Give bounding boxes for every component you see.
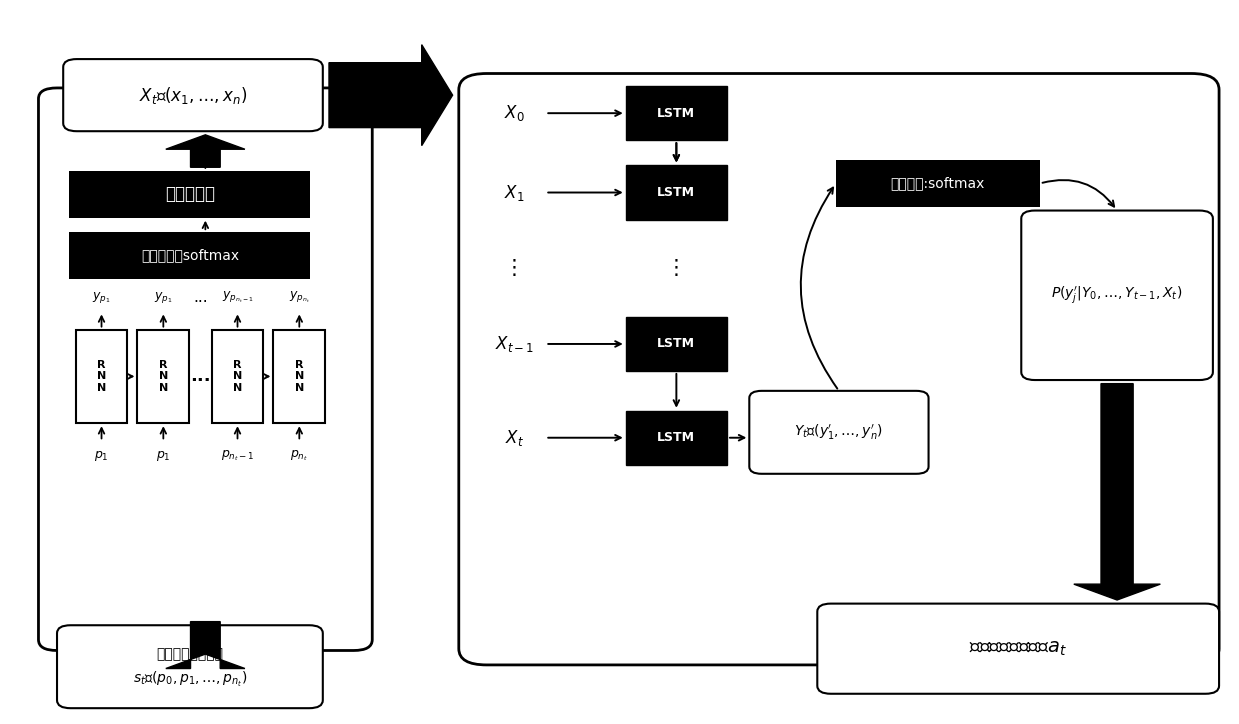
Text: $y_{p_1}$: $y_{p_1}$ [92,290,110,305]
Text: $X_1$: $X_1$ [504,182,524,203]
Text: ...: ... [190,367,211,385]
Text: $y_{p_{n_t-1}}$: $y_{p_{n_t-1}}$ [222,290,254,305]
Text: R
N
N: R N N [159,360,169,393]
Text: LSTM: LSTM [658,432,695,445]
Text: $p_1$: $p_1$ [156,449,171,463]
Bar [836,160,1040,207]
Text: $X_t$: $X_t$ [506,428,524,447]
FancyBboxPatch shape [63,59,323,131]
Text: $p_{n_t-1}$: $p_{n_t-1}$ [221,448,254,463]
Text: 最终网络输出行为$a_t$: 最终网络输出行为$a_t$ [969,639,1067,658]
Polygon shape [1074,384,1161,600]
Bar [212,329,264,424]
Bar [69,171,311,218]
Text: ⋮: ⋮ [504,258,525,278]
FancyBboxPatch shape [57,626,323,708]
Bar [626,317,727,371]
Text: LSTM: LSTM [658,106,695,119]
Text: $y_{p_1}$: $y_{p_1}$ [154,290,172,305]
Polygon shape [166,135,245,167]
Bar [274,329,326,424]
FancyBboxPatch shape [38,88,372,650]
Text: R
N
N: R N N [97,360,107,393]
FancyBboxPatch shape [818,604,1219,694]
Bar [626,166,727,219]
Text: 激活函数：softmax: 激活函数：softmax [141,248,239,263]
FancyBboxPatch shape [458,74,1219,665]
Text: 输入状态当前时刻: 输入状态当前时刻 [156,647,223,661]
Text: LSTM: LSTM [658,186,695,199]
Text: $X_{t-1}$: $X_{t-1}$ [494,334,534,354]
Text: $y_{p_{n_t}}$: $y_{p_{n_t}}$ [289,290,310,305]
Bar [626,86,727,140]
Text: 激活函数:softmax: 激活函数:softmax [891,177,985,190]
Polygon shape [330,45,452,146]
Text: 依概率选择: 依概率选择 [165,185,214,203]
Bar [626,411,727,465]
FancyBboxPatch shape [750,391,928,473]
Bar [138,329,190,424]
Text: $X_t$：$(x_1,\ldots,x_n)$: $X_t$：$(x_1,\ldots,x_n)$ [139,85,247,106]
FancyBboxPatch shape [1021,211,1213,380]
Text: R
N
N: R N N [233,360,242,393]
Text: $p_1$: $p_1$ [94,449,109,463]
Text: $X_0$: $X_0$ [504,104,525,123]
Text: $s_t$：$(p_0, p_1,\ldots, p_{n_t})$: $s_t$：$(p_0, p_1,\ldots, p_{n_t})$ [133,670,247,689]
Text: $p_{n_t}$: $p_{n_t}$ [290,448,309,463]
Polygon shape [166,622,245,668]
Text: $Y_t$：$(y_1',\ldots,y_n')$: $Y_t$：$(y_1',\ldots,y_n')$ [794,423,883,442]
Text: $P(y_j'|Y_0,\ldots,Y_{t-1},X_t)$: $P(y_j'|Y_0,\ldots,Y_{t-1},X_t)$ [1052,285,1183,306]
Text: LSTM: LSTM [658,337,695,350]
Text: R
N
N: R N N [295,360,304,393]
Text: ...: ... [193,290,208,305]
Bar [76,329,128,424]
Text: ⋮: ⋮ [665,258,686,278]
Bar [69,232,311,279]
